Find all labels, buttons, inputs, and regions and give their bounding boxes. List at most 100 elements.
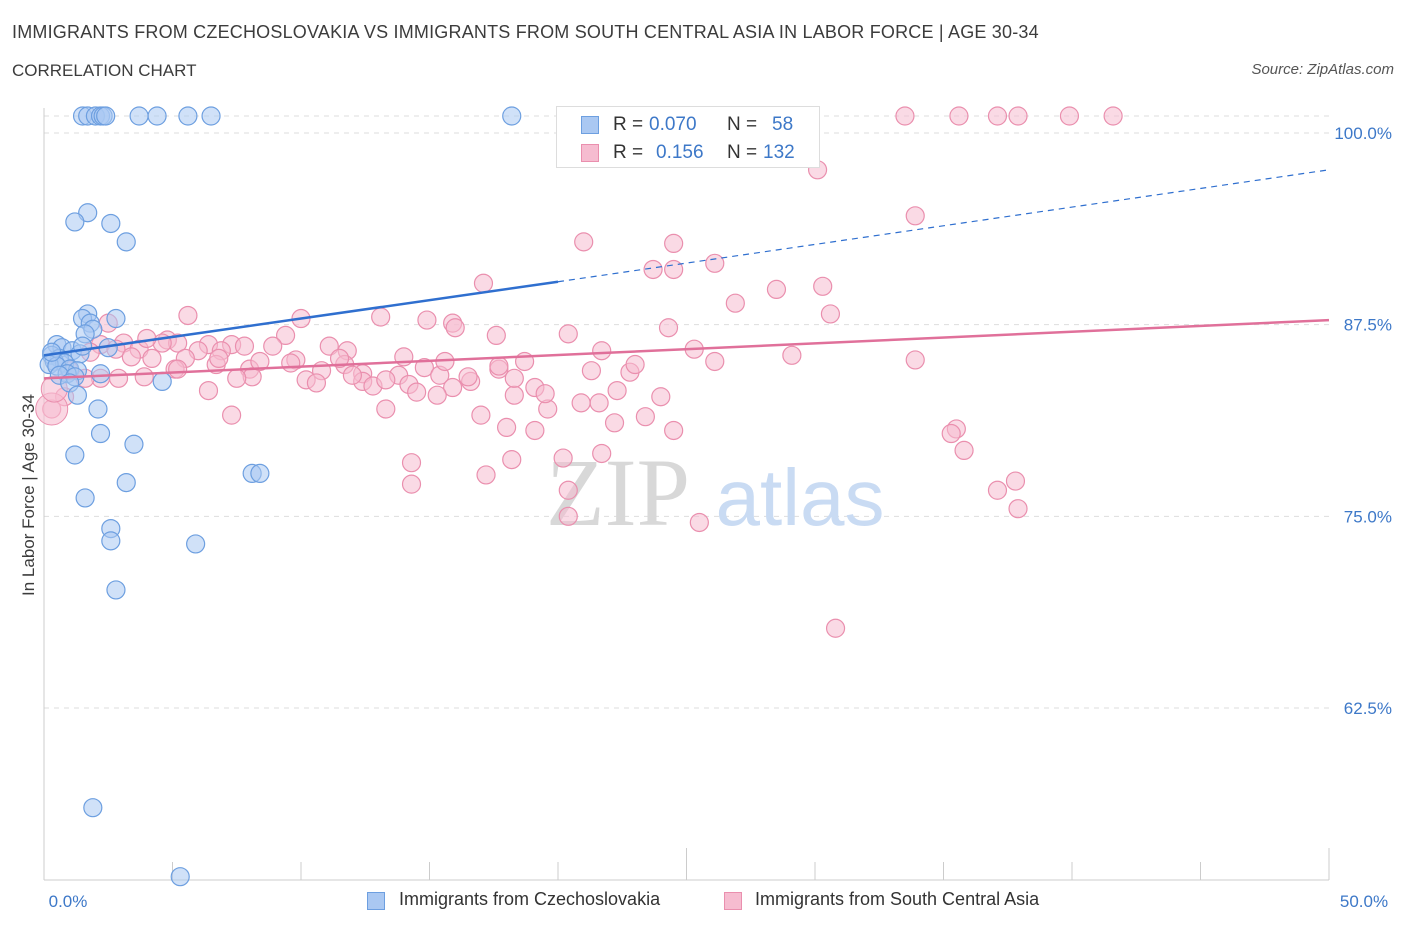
- data-point: [67, 385, 88, 405]
- data-point: [458, 367, 478, 387]
- data-point: [129, 106, 149, 126]
- data-point: [813, 276, 833, 296]
- data-point: [905, 350, 925, 370]
- data-point: [222, 405, 242, 425]
- series-south-central-asia: [35, 106, 1123, 638]
- data-point: [342, 365, 362, 385]
- data-point: [106, 308, 126, 329]
- data-point: [65, 445, 85, 465]
- data-point: [250, 463, 270, 483]
- legend-r-value: 0.070: [649, 114, 697, 135]
- data-point: [825, 618, 846, 638]
- data-point: [72, 336, 93, 356]
- data-point: [949, 106, 969, 126]
- data-point: [905, 206, 925, 226]
- data-point: [592, 341, 612, 361]
- data-point: [142, 348, 162, 368]
- data-point: [124, 434, 144, 454]
- data-point: [954, 440, 974, 460]
- data-point: [201, 106, 221, 126]
- data-point: [535, 384, 555, 404]
- data-point: [101, 213, 121, 234]
- data-point: [445, 318, 465, 338]
- data-point: [281, 353, 301, 373]
- legend-n-value: 58: [772, 114, 794, 135]
- data-point: [1059, 106, 1080, 126]
- data-point: [319, 336, 339, 356]
- data-point: [116, 232, 136, 252]
- data-point: [705, 351, 725, 372]
- data-point: [625, 354, 645, 375]
- data-point: [574, 232, 594, 252]
- trend-line-south-central-asia: [43, 318, 1330, 380]
- data-point: [234, 336, 255, 356]
- data-point: [589, 393, 609, 413]
- chart-title: IMMIGRANTS FROM CZECHOSLOVAKIA VS IMMIGR…: [12, 22, 1039, 42]
- data-point: [941, 423, 961, 444]
- data-point: [209, 348, 229, 368]
- bottom-legend-czechoslovakia: Immigrants from Czechoslovakia: [399, 889, 661, 909]
- data-point: [90, 364, 111, 384]
- data-point: [651, 387, 671, 407]
- data-point: [427, 385, 447, 405]
- data-point: [96, 106, 116, 126]
- data-point: [782, 345, 802, 365]
- legend-r-label: R =: [613, 114, 644, 135]
- legend-swatch-blue: [581, 116, 599, 134]
- data-point: [705, 253, 725, 273]
- data-point: [635, 407, 655, 427]
- data-point: [664, 259, 684, 280]
- data-point: [106, 580, 126, 600]
- data-point: [376, 399, 396, 419]
- data-point: [473, 273, 494, 293]
- data-point: [504, 368, 524, 388]
- data-point: [766, 279, 787, 299]
- data-point: [987, 106, 1008, 126]
- data-point: [65, 212, 85, 232]
- trend-line-czechoslovakia: [43, 280, 559, 357]
- legend-swatch-pink: [581, 144, 599, 162]
- data-point: [604, 413, 625, 433]
- data-point: [571, 393, 591, 413]
- data-point: [489, 356, 509, 376]
- data-point: [1008, 499, 1028, 519]
- trend-line-czechoslovakia-projection: [557, 169, 1330, 283]
- data-point: [108, 368, 129, 388]
- data-point: [1103, 106, 1123, 126]
- data-point: [306, 373, 327, 393]
- data-point: [443, 377, 463, 398]
- data-point: [643, 259, 663, 280]
- data-point: [198, 381, 219, 401]
- data-point: [486, 325, 506, 345]
- data-point: [263, 336, 283, 356]
- data-point: [401, 453, 422, 473]
- data-point: [1005, 471, 1026, 491]
- data-point: [101, 531, 121, 551]
- y-tick-label: 62.5%: [1344, 699, 1392, 718]
- y-tick-labels: 100.0% 87.5% 75.0% 62.5%: [1334, 124, 1392, 718]
- bottom-legend-south-central-asia: Immigrants from South Central Asia: [755, 889, 1040, 909]
- data-point: [83, 798, 103, 818]
- trend-lines: [43, 169, 1330, 380]
- data-point: [147, 106, 167, 126]
- data-point: [414, 358, 434, 378]
- data-point: [170, 867, 190, 887]
- y-axis-label: In Labor Force | Age 30-34: [19, 394, 38, 596]
- data-point: [116, 473, 136, 493]
- data-point: [371, 307, 391, 327]
- legend-r-value: 0.156: [656, 142, 704, 163]
- data-point: [227, 368, 247, 388]
- data-point: [497, 417, 517, 437]
- data-point: [725, 293, 745, 313]
- data-point: [152, 371, 172, 391]
- data-point: [178, 106, 198, 126]
- data-point: [664, 233, 684, 253]
- data-point: [607, 381, 627, 401]
- data-point: [275, 325, 296, 345]
- x-tick-label-max: 50.0%: [1340, 892, 1388, 911]
- data-point: [504, 385, 524, 405]
- data-point: [75, 488, 95, 508]
- data-point: [502, 450, 522, 470]
- data-point: [987, 480, 1008, 500]
